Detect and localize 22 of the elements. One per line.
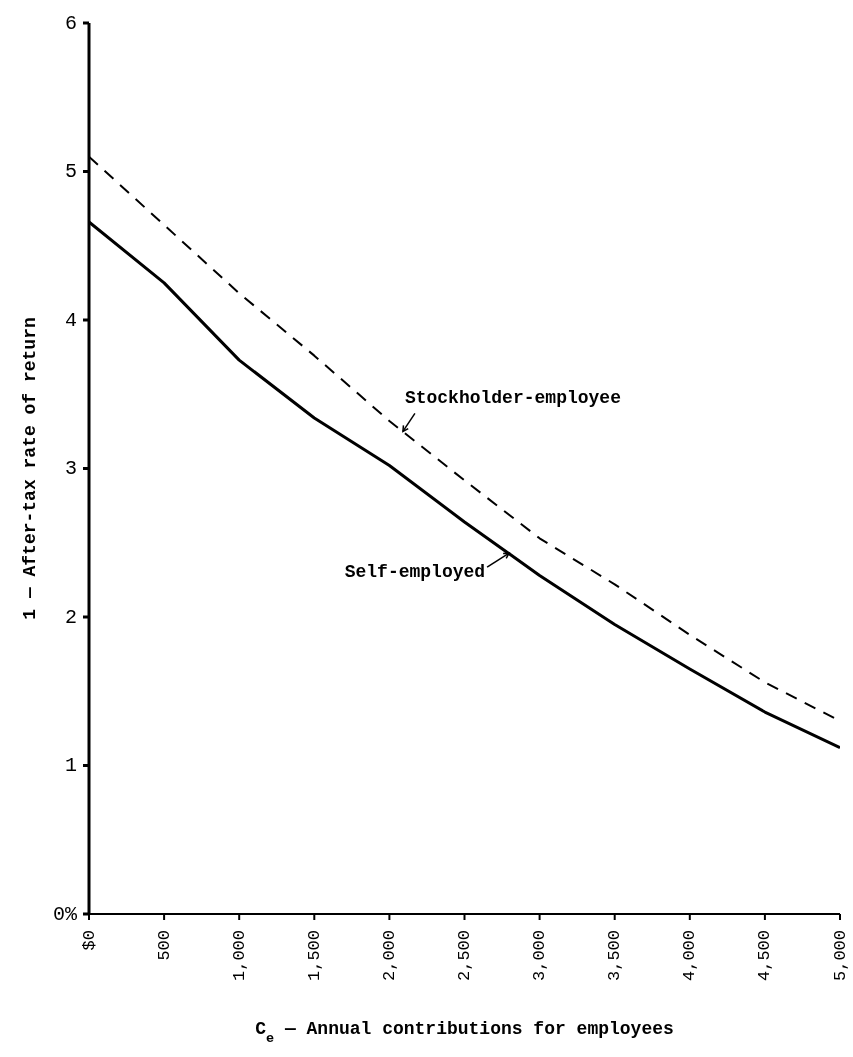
- y-tick-label: 5: [64, 160, 77, 183]
- x-tick-label: 4,000: [680, 930, 700, 982]
- x-tick-label: $0: [79, 930, 99, 951]
- x-tick-label: 500: [154, 930, 174, 961]
- x-tick-label: 5,000: [830, 930, 850, 982]
- y-tick-label: 4: [64, 308, 77, 332]
- x-tick-label: 1,500: [304, 930, 324, 982]
- x-tick-label: 3,000: [530, 930, 550, 982]
- y-axis-title: 1 — After-tax rate of return: [20, 317, 40, 620]
- annotation: Stockholder-employee: [404, 388, 621, 409]
- x-tick-label: 3,500: [605, 930, 625, 982]
- y-tick-label: 1: [64, 754, 77, 777]
- annotation: Self-employed: [344, 562, 486, 583]
- x-tick-label: 1,000: [229, 930, 249, 982]
- y-tick-label: 6: [64, 11, 77, 35]
- x-axis-title: C$_{e}$ — Annual contributions for employees: [255, 1019, 674, 1046]
- y-tick-label: 3: [64, 457, 77, 480]
- x-tick-label: 2,500: [455, 930, 474, 982]
- x-tick-label: 2,000: [379, 930, 399, 982]
- y-tick-label: 2: [64, 605, 77, 629]
- x-tick-label: 4,500: [755, 930, 775, 982]
- y-tick-label: 0%: [52, 902, 78, 926]
